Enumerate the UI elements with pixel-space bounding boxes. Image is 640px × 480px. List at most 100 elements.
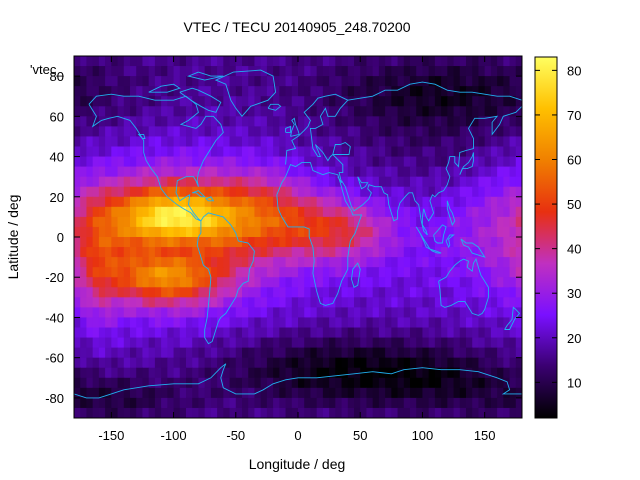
heatmap-cell [86,56,94,67]
heatmap-cell [335,166,343,178]
heatmap-cell [86,377,94,389]
heatmap-cell [341,196,349,208]
heatmap-cell [210,257,218,268]
heatmap-cell [98,96,106,107]
heatmap-cell [503,196,511,208]
heatmap-cell [136,347,144,359]
heatmap-cell [341,317,349,329]
heatmap-cell [472,126,480,138]
heatmap-cell [397,307,405,319]
heatmap-cell [105,347,112,359]
heatmap-cell [242,226,249,238]
heatmap-cell [291,327,299,339]
heatmap-cell [235,96,243,107]
heatmap-cell [154,216,162,228]
heatmap-cell [192,297,200,308]
y-tick-label: -40 [45,310,64,325]
heatmap-cell [154,156,162,168]
y-axis-label: Latitude / deg [5,195,21,280]
heatmap-cell [341,347,349,359]
heatmap-cell [341,337,349,349]
heatmap-cell [298,176,305,188]
heatmap-cell [86,367,94,379]
heatmap-cell [360,226,368,238]
heatmap-cell [266,56,274,67]
heatmap-cell [316,186,324,198]
heatmap-cell [254,397,262,409]
heatmap-cell [478,206,486,218]
heatmap-cell [497,387,504,399]
heatmap-cell [130,347,137,359]
heatmap-cell [117,377,125,389]
heatmap-cell [391,216,399,228]
heatmap-cell [154,136,162,148]
heatmap-cell [179,136,187,148]
heatmap-cell [329,317,336,329]
heatmap-cell [179,267,187,278]
heatmap-cell [447,247,455,258]
heatmap-cell [472,136,480,148]
heatmap-cell [285,367,293,379]
heatmap-cell [285,287,293,298]
heatmap-cell [80,226,88,238]
heatmap-cell [210,206,218,218]
heatmap-cell [354,106,361,117]
coastline [433,224,447,244]
heatmap-cell [154,297,162,308]
heatmap-cell [515,206,522,218]
heatmap-cell [161,287,168,298]
heatmap-cell [111,307,119,319]
heatmap-cell [354,317,361,329]
heatmap-cell [192,247,200,258]
heatmap-cell [92,357,100,369]
heatmap-cell [260,136,268,148]
heatmap-cell [242,407,249,418]
heatmap-cell [403,317,411,329]
heatmap-cell [266,176,274,188]
heatmap-cell [86,126,94,138]
heatmap-cell [198,56,206,67]
heatmap-cell [142,287,150,298]
heatmap-cell [260,317,268,329]
heatmap-cell [329,216,336,228]
heatmap-cell [385,357,392,369]
heatmap-cell [509,247,517,258]
heatmap-cell [154,196,162,208]
heatmap-cell [459,196,467,208]
heatmap-cell [490,76,498,87]
heatmap-cell [366,307,374,319]
heatmap-cell [472,237,480,248]
heatmap-cell [447,116,455,127]
heatmap-cell [397,277,405,288]
heatmap-cell [161,377,168,389]
heatmap-cell [484,116,492,127]
heatmap-cell [242,76,249,87]
heatmap-cell [167,226,175,238]
heatmap-cell [447,287,455,298]
heatmap-cell [204,206,212,218]
heatmap-cell [416,96,424,107]
heatmap-cell [173,86,181,97]
heatmap-cell [254,56,262,67]
heatmap-cell [136,267,144,278]
heatmap-cell [329,377,336,389]
heatmap-cell [229,367,237,379]
heatmap-cell [422,387,430,399]
heatmap-cell [167,126,175,138]
heatmap-cell [416,307,424,319]
heatmap-cell [354,387,361,399]
heatmap-cell [304,387,312,399]
heatmap-cell [92,307,100,319]
heatmap-cell [509,176,517,188]
heatmap-cell [186,397,193,409]
heatmap-cell [497,257,504,268]
heatmap-cell [347,337,355,349]
heatmap-cell [422,397,430,409]
heatmap-cell [167,407,175,418]
heatmap-cell [322,387,330,399]
heatmap-cell [130,407,137,418]
heatmap-cell [497,206,504,218]
heatmap-cell [441,66,448,77]
heatmap-cell [478,216,486,228]
heatmap-cell [372,176,380,188]
